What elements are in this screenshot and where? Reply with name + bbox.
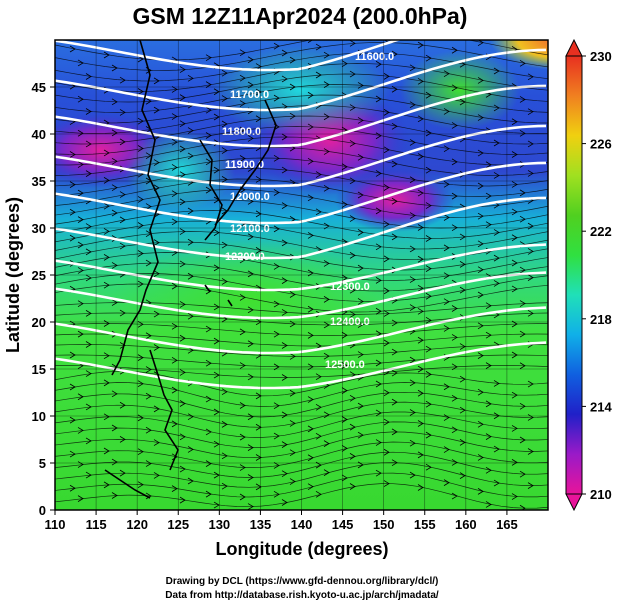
x-tick-label: 165 xyxy=(496,517,518,532)
x-tick-label: 150 xyxy=(373,517,395,532)
contour-line xyxy=(55,271,547,320)
contour-label: 12100.0 xyxy=(230,223,270,235)
x-tick-label: 115 xyxy=(86,517,107,532)
contour-line xyxy=(55,40,402,72)
colorbar-tick-label: 214 xyxy=(590,399,612,414)
contour-line xyxy=(55,196,547,260)
colorbar-tick-label: 222 xyxy=(590,224,612,239)
y-tick-label: 35 xyxy=(32,174,46,189)
y-axis-label: Latitude (degrees) xyxy=(3,197,23,353)
y-tick-label: 45 xyxy=(32,80,46,95)
x-tick-label: 110 xyxy=(45,517,66,532)
contour-line xyxy=(55,84,547,148)
colorbar-bottom-arrow xyxy=(565,493,583,512)
x-tick-label: 160 xyxy=(455,517,477,532)
y-tick-label: 10 xyxy=(32,409,46,424)
contour-label: 12300.0 xyxy=(330,281,370,293)
contour-line xyxy=(55,243,547,292)
x-tick-label: 120 xyxy=(126,517,148,532)
chart-title: GSM 12Z11Apr2024 (200.0hPa) xyxy=(133,3,468,29)
contour-line xyxy=(55,124,547,188)
colorbar-body xyxy=(565,55,583,495)
y-tick-label: 30 xyxy=(32,221,46,236)
contour-label: 11800.0 xyxy=(222,126,261,138)
colorbar-tick-label: 230 xyxy=(590,49,612,64)
lat-lon-grid xyxy=(55,40,548,510)
colorbar-tick-label: 218 xyxy=(590,312,612,327)
contour-label: 12000.0 xyxy=(230,191,270,203)
colorbar-tick-label: 210 xyxy=(590,487,612,502)
contour-line xyxy=(55,48,547,112)
contour-label: 12500.0 xyxy=(325,359,365,371)
x-tick-label: 130 xyxy=(208,517,230,532)
y-axis-ticks: 0 5 10 15 20 25 30 35 40 45 xyxy=(32,80,55,518)
y-tick-label: 0 xyxy=(39,503,46,518)
temperature-field: 11600.0 11700.0 11800.0 11900.0 12000.0 12100… xyxy=(55,40,548,510)
x-tick-label: 155 xyxy=(414,517,436,532)
colorbar-top-arrow xyxy=(565,38,583,57)
contour-line xyxy=(55,161,547,225)
y-tick-label: 15 xyxy=(32,362,46,377)
x-tick-label: 135 xyxy=(250,517,272,532)
credit-dcl: Drawing by DCL (https://www.gfd-dennou.o… xyxy=(166,576,439,587)
y-tick-label: 5 xyxy=(39,456,46,471)
wind-vectors xyxy=(55,40,548,510)
contour-label: 11900.0 xyxy=(225,159,264,171)
x-axis-label: Longitude (degrees) xyxy=(215,539,388,559)
contour-label: 12200.0 xyxy=(225,251,265,263)
credit-data: Data from http://database.rish.kyoto-u.a… xyxy=(165,590,439,601)
contour-label: 11600.0 xyxy=(355,51,394,63)
contour-line xyxy=(55,306,547,355)
y-tick-label: 40 xyxy=(32,127,46,142)
contour-label: 11700.0 xyxy=(230,89,269,101)
colorbar: 230 226 222 218 214 210 xyxy=(565,38,612,512)
colorbar-ticks: 230 226 222 218 214 210 xyxy=(582,49,612,502)
x-tick-label: 125 xyxy=(167,517,189,532)
contour-line xyxy=(55,341,547,390)
colorbar-tick-label: 226 xyxy=(590,137,612,152)
height-contours: 11600.0 11700.0 11800.0 11900.0 12000.0 12100… xyxy=(55,40,547,390)
x-tick-label: 145 xyxy=(332,517,354,532)
y-tick-label: 25 xyxy=(32,268,46,283)
x-axis-ticks: 110 115 120 125 130 135 140 145 150 155 160 165 xyxy=(45,510,518,532)
y-tick-label: 20 xyxy=(32,315,46,330)
x-tick-label: 140 xyxy=(291,517,313,532)
